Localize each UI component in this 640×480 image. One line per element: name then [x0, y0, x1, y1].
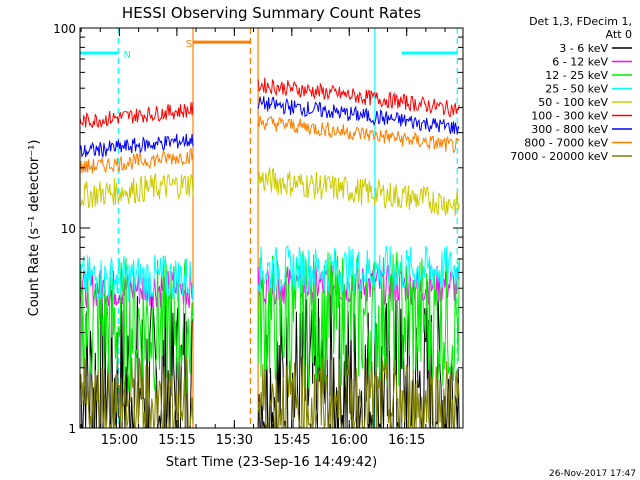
x-axis-label: Start Time (23-Sep-16 14:49:42): [166, 455, 377, 470]
x-tick-label: 15:15: [158, 433, 195, 448]
series-trace: [257, 167, 460, 216]
flag-label: N: [124, 50, 131, 61]
legend-entry: 100 - 300 keV: [531, 110, 608, 123]
series-trace: [79, 147, 194, 174]
x-tick-label: 16:15: [388, 433, 425, 448]
legend-entry: 7000 - 20000 keV: [510, 150, 608, 163]
series-trace: [257, 250, 460, 389]
x-tick-label: 15:00: [101, 433, 138, 448]
series-trace: [79, 356, 194, 429]
legend-entry: 3 - 6 keV: [559, 42, 608, 55]
footer-timestamp: 26-Nov-2017 17:47: [549, 469, 636, 479]
legend-header: Det 1,3, FDecim 1,: [529, 15, 632, 28]
series-trace: [79, 173, 194, 209]
series-trace: [79, 133, 194, 159]
series-trace: [79, 101, 194, 129]
series-trace: [257, 115, 460, 154]
y-tick-label: 10: [61, 222, 76, 236]
legend-header: Att 0: [606, 28, 632, 41]
flag-label: S: [186, 39, 192, 50]
legend-entry: 50 - 100 keV: [538, 96, 608, 109]
y-axis-ticks: 1 10 100: [53, 22, 463, 436]
legend-entry: 6 - 12 keV: [552, 56, 608, 69]
y-axis-label: Count Rate (s⁻¹ detector⁻¹): [27, 140, 42, 317]
legend-entry: 300 - 800 keV: [531, 123, 608, 136]
y-tick-label: 100: [53, 22, 76, 36]
series-lines: [79, 77, 460, 429]
series-trace: [257, 77, 460, 117]
chart-title: HESSI Observing Summary Count Rates: [122, 4, 421, 22]
x-axis-ticks: 15:00 15:15 15:30 15:45 16:00 16:15: [80, 28, 446, 448]
flag-bars: NS: [80, 39, 458, 61]
series-trace: [257, 96, 460, 135]
series-trace: [257, 244, 460, 294]
series-trace: [79, 255, 194, 303]
legend-entry: 12 - 25 keV: [545, 69, 608, 82]
legend-entry: 800 - 7000 keV: [524, 137, 608, 150]
y-tick-label: 1: [68, 422, 76, 436]
x-tick-label: 15:30: [216, 433, 253, 448]
legend-entry: 25 - 50 keV: [545, 83, 608, 96]
x-tick-label: 15:45: [273, 433, 310, 448]
x-tick-label: 16:00: [331, 433, 368, 448]
